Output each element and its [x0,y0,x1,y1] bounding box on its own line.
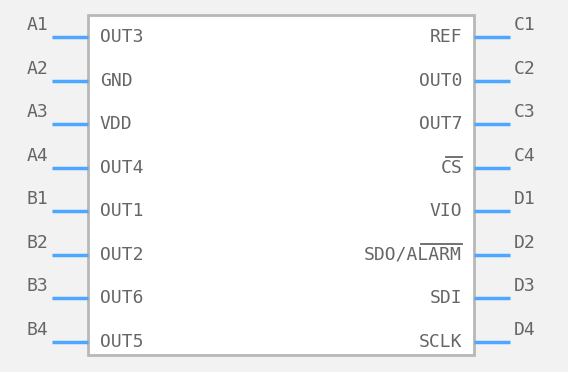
Text: OUT3: OUT3 [100,28,144,46]
Text: D4: D4 [514,321,536,339]
Text: VDD: VDD [100,115,132,133]
Text: SDI: SDI [429,289,462,307]
Text: CS: CS [440,159,462,177]
Text: OUT1: OUT1 [100,202,144,220]
Bar [88,15,474,355]
Text: OUT6: OUT6 [100,289,144,307]
Text: C2: C2 [514,60,536,78]
Text: A3: A3 [26,103,48,121]
Text: B3: B3 [26,278,48,295]
Text: OUT0: OUT0 [419,71,462,90]
Text: B1: B1 [26,190,48,208]
Text: D1: D1 [514,190,536,208]
Text: OUT4: OUT4 [100,159,144,177]
Text: SCLK: SCLK [419,333,462,351]
Text: B4: B4 [26,321,48,339]
Text: D3: D3 [514,278,536,295]
Text: GND: GND [100,71,132,90]
Text: OUT7: OUT7 [419,115,462,133]
Text: OUT5: OUT5 [100,333,144,351]
Text: B2: B2 [26,234,48,252]
Text: REF: REF [429,28,462,46]
Text: C1: C1 [514,16,536,34]
Text: VIO: VIO [429,202,462,220]
Text: A2: A2 [26,60,48,78]
Text: OUT2: OUT2 [100,246,144,264]
Text: C4: C4 [514,147,536,165]
Text: C3: C3 [514,103,536,121]
Text: A4: A4 [26,147,48,165]
Text: D2: D2 [514,234,536,252]
Text: SDO/ALARM: SDO/ALARM [364,246,462,264]
Text: A1: A1 [26,16,48,34]
